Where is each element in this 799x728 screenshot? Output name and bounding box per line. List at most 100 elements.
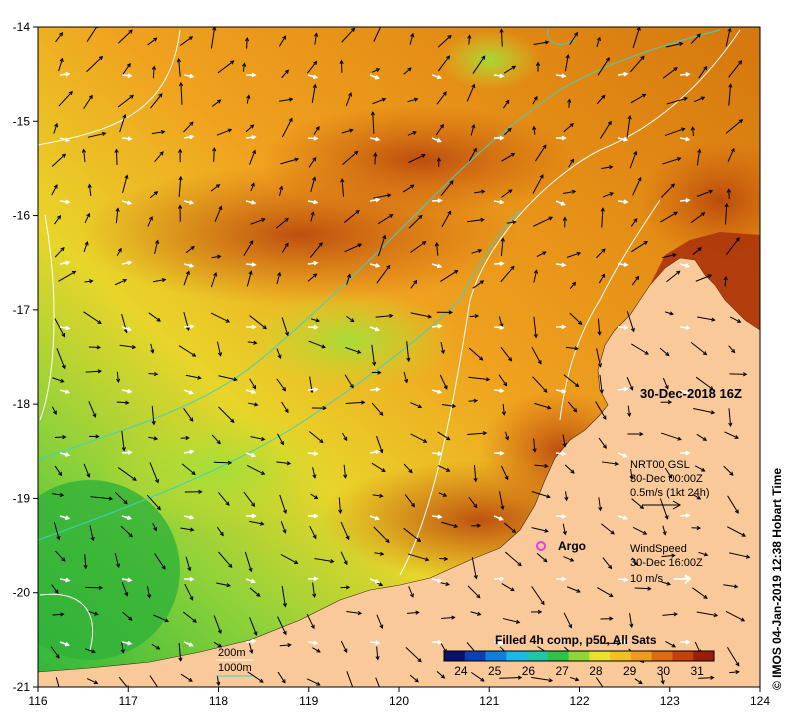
- wind-arrow: [555, 200, 566, 206]
- current-arrow: [470, 123, 476, 136]
- current-arrow: [562, 523, 567, 536]
- current-arrow: [307, 273, 318, 282]
- current-arrow: [211, 99, 222, 107]
- current-arrow: [151, 65, 157, 79]
- wind-arrow: [183, 200, 195, 205]
- lon-tick-label: 124: [750, 694, 770, 708]
- current-arrow: [344, 243, 363, 253]
- current-arrow: [659, 347, 670, 357]
- current-arrow: [250, 218, 266, 225]
- current-arrow: [470, 611, 482, 616]
- wind-arrow: [307, 576, 319, 582]
- current-arrow: [470, 671, 485, 682]
- current-arrow: [151, 129, 166, 135]
- current-arrow: [178, 148, 183, 163]
- current-arrow: [404, 494, 415, 508]
- current-arrow: [665, 41, 684, 48]
- current-arrow: [531, 490, 551, 499]
- current-arrow: [698, 675, 715, 680]
- colorbar-segment: [547, 651, 570, 661]
- current-arrow: [729, 669, 740, 675]
- current-arrow: [246, 270, 253, 287]
- wind-arrow: [369, 387, 381, 392]
- current-arrow: [340, 551, 348, 566]
- current-arrow: [499, 28, 504, 47]
- current-arrow: [55, 550, 66, 562]
- current-arrow: [468, 147, 477, 162]
- current-arrow: [185, 246, 195, 254]
- current-arrow: [468, 398, 479, 403]
- current-arrow: [310, 318, 321, 323]
- current-arrow: [308, 340, 326, 349]
- current-arrow: [180, 527, 195, 532]
- current-arrow: [506, 220, 517, 225]
- colorbar-title: Filled 4h comp, p50, All Sats: [495, 633, 657, 647]
- current-arrow: [147, 215, 153, 227]
- current-arrow: [281, 585, 288, 608]
- current-arrow: [566, 251, 582, 258]
- current-arrow: [406, 341, 411, 363]
- colorbar-segment: [506, 651, 528, 661]
- current-arrow: [467, 431, 488, 436]
- current-arrow: [249, 520, 265, 526]
- current-arrow: [408, 586, 414, 598]
- current-arrow: [598, 273, 606, 284]
- vector-field: [50, 27, 751, 687]
- current-arrow: [695, 274, 713, 282]
- current-arrow: [500, 265, 515, 283]
- current-arrow: [563, 123, 574, 133]
- current-arrow: [54, 434, 67, 440]
- current-arrow: [243, 491, 256, 508]
- current-arrow: [438, 492, 448, 497]
- lat-tick-label: -16: [13, 209, 31, 223]
- current-arrow: [117, 467, 137, 481]
- current-arrow: [117, 29, 133, 44]
- colorbar-label: 26: [522, 664, 536, 678]
- current-arrow: [309, 242, 323, 258]
- current-arrow: [306, 678, 321, 686]
- colorbar-label: 25: [488, 664, 502, 678]
- wind-arrow: [555, 576, 567, 582]
- current-arrow: [185, 374, 202, 380]
- current-arrow: [377, 214, 394, 225]
- current-arrow: [277, 433, 284, 446]
- current-arrow: [277, 671, 286, 684]
- current-arrow: [466, 217, 485, 223]
- current-arrow: [600, 616, 614, 621]
- current-arrow: [56, 348, 66, 370]
- current-arrow: [122, 174, 129, 194]
- current-arrow: [83, 554, 88, 570]
- current-arrow: [54, 318, 66, 338]
- current-arrow: [567, 401, 578, 413]
- wind-arrow: [59, 452, 71, 457]
- current-arrow: [338, 497, 343, 514]
- wind-line2: 30-Dec 16:00Z: [630, 557, 703, 569]
- wind-arrow: [59, 137, 71, 143]
- wind-arrow: [59, 641, 71, 647]
- current-arrow: [601, 461, 620, 466]
- current-arrow: [562, 434, 567, 448]
- wind-arrow: [493, 261, 505, 266]
- current-arrow: [147, 37, 158, 46]
- wind-arrow: [183, 134, 195, 140]
- lon-tick-label: 121: [479, 694, 499, 708]
- current-arrow: [276, 348, 282, 359]
- current-arrow: [373, 152, 378, 165]
- current-arrow: [116, 371, 121, 384]
- current-arrow: [597, 318, 602, 336]
- current-arrow: [83, 241, 89, 253]
- wind-arrow: [555, 513, 567, 519]
- current-arrow: [181, 463, 196, 476]
- current-arrow: [116, 400, 130, 405]
- current-arrow: [310, 493, 319, 500]
- current-arrow: [178, 345, 197, 357]
- wind-arrow: [555, 262, 567, 268]
- wind-arrow: [59, 71, 71, 77]
- current-arrow: [599, 374, 604, 394]
- wind-arrow: [59, 577, 71, 583]
- current-arrow: [250, 182, 255, 192]
- wind-arrow: [617, 577, 629, 583]
- current-arrow: [498, 374, 508, 387]
- current-arrow: [307, 60, 318, 74]
- current-arrow: [275, 217, 289, 229]
